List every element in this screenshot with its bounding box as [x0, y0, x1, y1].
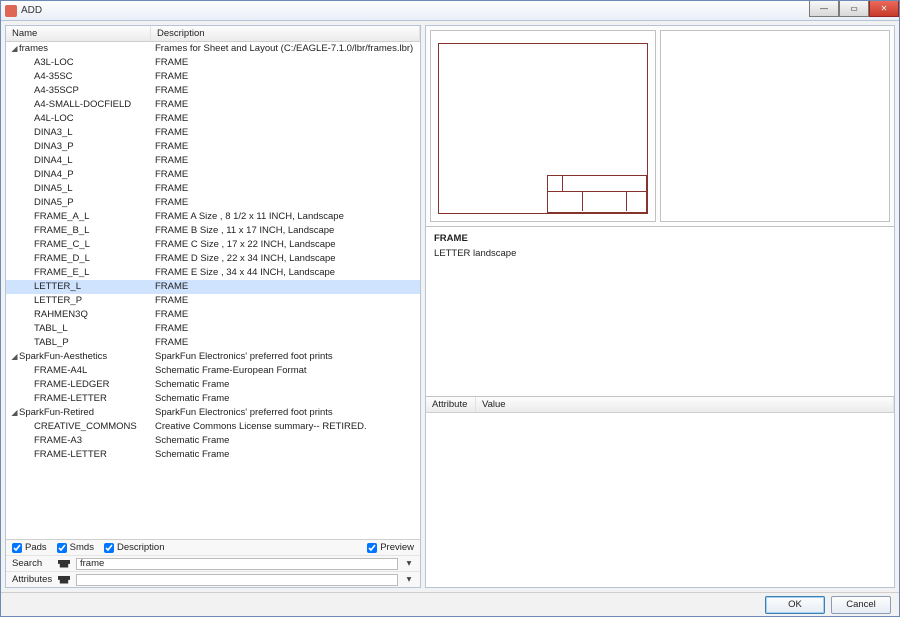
tree-item[interactable]: TABL_LFRAME: [6, 322, 420, 336]
tree-header: Name Description: [6, 26, 420, 42]
attr-col-value[interactable]: Value: [476, 397, 894, 412]
tree-item[interactable]: FRAME_C_LFRAME C Size , 17 x 22 INCH, La…: [6, 238, 420, 252]
smds-checkbox[interactable]: Smds: [57, 542, 94, 553]
add-dialog: ADD — ▭ ✕ Name Description ◢framesFrames…: [0, 0, 900, 617]
tree-item[interactable]: LETTER_LFRAME: [6, 280, 420, 294]
tree-item[interactable]: A4-35SCFRAME: [6, 70, 420, 84]
tree-item[interactable]: FRAME-LETTERSchematic Frame: [6, 448, 420, 462]
tree-item[interactable]: A3L-LOCFRAME: [6, 56, 420, 70]
button-bar: OK Cancel: [1, 592, 899, 616]
library-tree[interactable]: ◢framesFrames for Sheet and Layout (C:/E…: [6, 42, 420, 539]
tree-item[interactable]: DINA3_LFRAME: [6, 126, 420, 140]
tree-item[interactable]: FRAME-LEDGERSchematic Frame: [6, 378, 420, 392]
tree-item[interactable]: TABL_PFRAME: [6, 336, 420, 350]
tree-item[interactable]: DINA4_LFRAME: [6, 154, 420, 168]
tree-item[interactable]: RAHMEN3QFRAME: [6, 308, 420, 322]
tree-group[interactable]: ◢SparkFun-AestheticsSparkFun Electronics…: [6, 350, 420, 364]
ok-button[interactable]: OK: [765, 596, 825, 614]
preview-title: FRAME: [434, 233, 886, 244]
attr-col-attribute[interactable]: Attribute: [426, 397, 476, 412]
attributes-icon: [58, 576, 70, 584]
tree-item[interactable]: DINA4_PFRAME: [6, 168, 420, 182]
tree-item[interactable]: A4L-LOCFRAME: [6, 112, 420, 126]
description-checkbox[interactable]: Description: [104, 542, 165, 553]
description-area: FRAME LETTER landscape: [426, 226, 894, 396]
tree-item[interactable]: A4-35SCPFRAME: [6, 84, 420, 98]
window-title: ADD: [21, 5, 42, 16]
minimize-button[interactable]: —: [809, 1, 839, 17]
library-tree-panel: Name Description ◢framesFrames for Sheet…: [5, 25, 421, 588]
attribute-table: Attribute Value: [426, 396, 894, 587]
app-icon: [5, 5, 17, 17]
options-bar: Pads Smds Description Preview: [6, 539, 420, 555]
attributes-row: Attributes ▾: [6, 571, 420, 587]
tree-item[interactable]: LETTER_PFRAME: [6, 294, 420, 308]
search-row: Search frame ▾: [6, 555, 420, 571]
search-icon: [58, 560, 70, 568]
frame-drawing: [438, 43, 649, 214]
tree-group[interactable]: ◢framesFrames for Sheet and Layout (C:/E…: [6, 42, 420, 56]
pads-checkbox[interactable]: Pads: [12, 542, 47, 553]
tree-item[interactable]: A4-SMALL-DOCFIELDFRAME: [6, 98, 420, 112]
tree-item[interactable]: DINA5_LFRAME: [6, 182, 420, 196]
search-input[interactable]: frame: [76, 558, 398, 570]
tree-item[interactable]: FRAME-LETTERSchematic Frame: [6, 392, 420, 406]
package-preview: [660, 30, 890, 222]
tree-item[interactable]: FRAME_B_LFRAME B Size , 11 x 17 INCH, La…: [6, 224, 420, 238]
search-label: Search: [12, 558, 52, 569]
cancel-button[interactable]: Cancel: [831, 596, 891, 614]
tree-group[interactable]: ◢SparkFun-RetiredSparkFun Electronics' p…: [6, 406, 420, 420]
preview-panel: FRAME LETTER landscape Attribute Value: [425, 25, 895, 588]
title-block: [547, 175, 647, 212]
attributes-input[interactable]: [76, 574, 398, 586]
tree-item[interactable]: FRAME_A_LFRAME A Size , 8 1/2 x 11 INCH,…: [6, 210, 420, 224]
col-desc-header[interactable]: Description: [151, 26, 420, 41]
col-name-header[interactable]: Name: [6, 26, 151, 41]
tree-item[interactable]: DINA5_PFRAME: [6, 196, 420, 210]
tree-item[interactable]: DINA3_PFRAME: [6, 140, 420, 154]
titlebar[interactable]: ADD — ▭ ✕: [1, 1, 899, 21]
attributes-label: Attributes: [12, 574, 52, 585]
attributes-dropdown-icon[interactable]: ▾: [404, 574, 414, 585]
tree-item[interactable]: FRAME-A3Schematic Frame: [6, 434, 420, 448]
close-button[interactable]: ✕: [869, 1, 899, 17]
symbol-preview: [430, 30, 656, 222]
maximize-button[interactable]: ▭: [839, 1, 869, 17]
preview-checkbox[interactable]: Preview: [367, 542, 414, 553]
preview-subtitle: LETTER landscape: [434, 248, 886, 259]
tree-item[interactable]: CREATIVE_COMMONSCreative Commons License…: [6, 420, 420, 434]
tree-item[interactable]: FRAME_D_LFRAME D Size , 22 x 34 INCH, La…: [6, 252, 420, 266]
search-dropdown-icon[interactable]: ▾: [404, 558, 414, 569]
tree-item[interactable]: FRAME-A4LSchematic Frame-European Format: [6, 364, 420, 378]
tree-item[interactable]: FRAME_E_LFRAME E Size , 34 x 44 INCH, La…: [6, 266, 420, 280]
